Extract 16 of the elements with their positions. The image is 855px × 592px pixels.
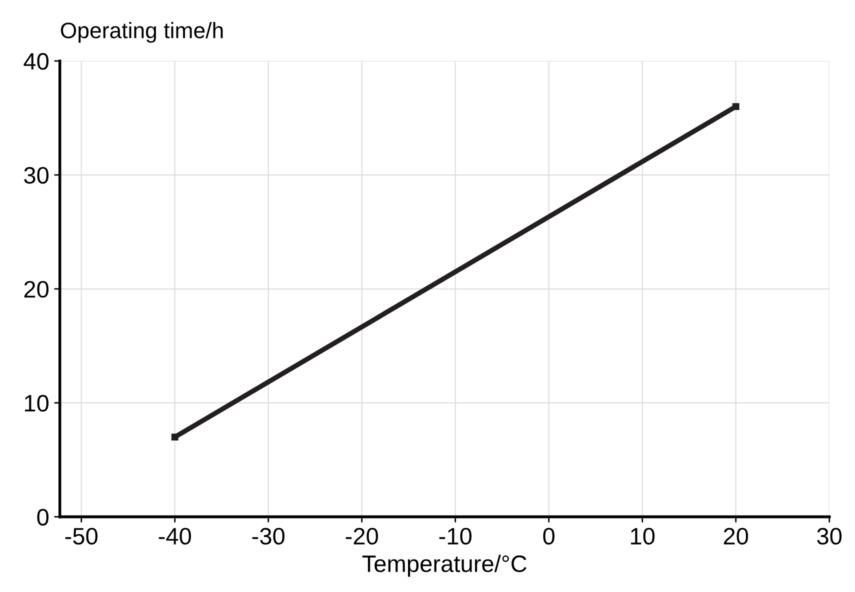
x-axis-title: Temperature/°C [362,554,527,577]
x-tick-label: 30 [817,528,842,545]
x-tick-label: -20 [346,528,378,545]
y-tick-label: 20 [24,280,49,298]
x-tick-label: 20 [724,528,748,545]
x-tick-label: 0 [543,528,554,545]
x-tick-label: 10 [631,528,655,545]
x-tick-label: -40 [158,528,191,545]
y-axis-title: Operating time/h [60,22,223,43]
x-tick-label: -10 [439,528,472,545]
x-tick-label: -50 [65,528,98,545]
y-tick-label: 30 [24,167,49,184]
y-tick-label: 10 [24,394,49,412]
y-tick-label: 0 [37,508,49,526]
x-tick-label: -30 [252,528,284,545]
y-tick-label: 40 [24,53,49,70]
